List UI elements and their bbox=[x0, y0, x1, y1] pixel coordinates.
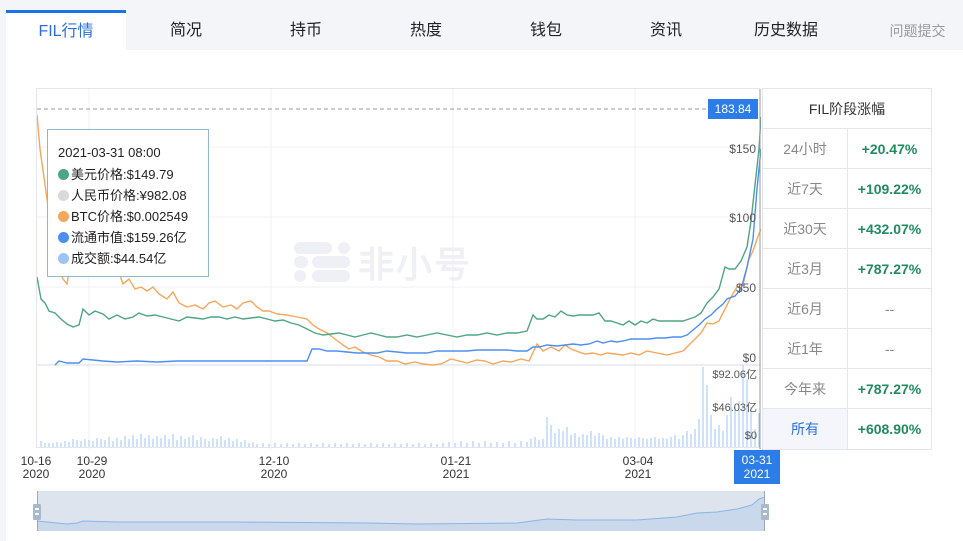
watermark: 非小号 bbox=[294, 236, 472, 288]
x-tick: 10-29 2020 bbox=[76, 454, 108, 481]
tooltip-row-usd: 美元价格:$149.79 bbox=[58, 164, 198, 185]
x-tick: 01-21 2021 bbox=[440, 454, 472, 481]
period-change-title: FIL阶段涨幅 bbox=[763, 89, 931, 129]
left-gutter bbox=[0, 50, 6, 541]
tab-bar: FIL行情 简况 持币 热度 钱包 资讯 历史数据 问题提交 bbox=[0, 0, 963, 50]
period-row-ytd[interactable]: 今年来 +787.27% bbox=[763, 369, 931, 409]
tab-fil-market[interactable]: FIL行情 bbox=[6, 10, 126, 50]
legend-dot-icon bbox=[58, 211, 69, 222]
vol-tick-max: $92.06亿 bbox=[712, 369, 757, 381]
period-row-3m[interactable]: 近3月 +787.27% bbox=[763, 249, 931, 289]
period-row-30d[interactable]: 近30天 +432.07% bbox=[763, 209, 931, 249]
crosshair-price-tag: 183.84 bbox=[708, 99, 758, 119]
legend-dot-icon bbox=[58, 190, 69, 201]
tab-wallet[interactable]: 钱包 bbox=[529, 22, 562, 39]
chart-canvas bbox=[37, 89, 761, 449]
tab-overview[interactable]: 简况 bbox=[169, 22, 202, 39]
period-row-7d[interactable]: 近7天 +109.22% bbox=[763, 169, 931, 209]
tooltip-row-volume: 成交额:$44.54亿 bbox=[58, 248, 198, 269]
x-tick: 10-16 2020 bbox=[20, 454, 52, 481]
y-tick-0: $0 bbox=[742, 351, 756, 365]
x-tick: 12-10 2020 bbox=[258, 454, 290, 481]
slider-right-handle[interactable] bbox=[761, 504, 769, 520]
legend-dot-icon bbox=[58, 169, 69, 180]
vol-tick-mid: $46.03亿 bbox=[712, 402, 757, 414]
legend-dot-icon bbox=[58, 232, 69, 243]
tooltip-date: 2021-03-31 08:00 bbox=[58, 145, 161, 160]
range-slider[interactable] bbox=[37, 491, 765, 531]
watermark-text: 非小号 bbox=[358, 244, 473, 285]
tooltip-row-cny: 人民币价格:¥982.08 bbox=[58, 185, 198, 206]
price-chart[interactable]: 非小号 bbox=[36, 88, 761, 449]
period-row-24h[interactable]: 24小时 +20.47% bbox=[763, 129, 931, 169]
y-tick-100: $100 bbox=[729, 211, 756, 225]
period-change-panel: FIL阶段涨幅 24小时 +20.47% 近7天 +109.22% 近30天 +432… bbox=[762, 88, 932, 450]
period-row-all[interactable]: 所有 +608.90% bbox=[763, 409, 931, 449]
period-row-6m[interactable]: 近6月 -- bbox=[763, 289, 931, 329]
legend-dot-icon bbox=[58, 253, 69, 264]
y-tick-50: $50 bbox=[735, 281, 756, 295]
watermark-logo-icon bbox=[294, 240, 352, 284]
y-tick-150: $150 bbox=[729, 142, 756, 156]
period-row-1y[interactable]: 近1年 -- bbox=[763, 329, 931, 369]
tooltip-row-btc: BTC价格:$0.002549 bbox=[58, 206, 198, 227]
x-tick: 03-04 2021 bbox=[622, 454, 654, 481]
slider-preview bbox=[37, 496, 765, 531]
crosshair-date-tag: 03-31 2021 bbox=[734, 450, 780, 484]
slider-left-handle[interactable] bbox=[33, 504, 41, 520]
tab-popularity[interactable]: 热度 bbox=[409, 22, 442, 39]
tab-history[interactable]: 历史数据 bbox=[753, 22, 818, 39]
tooltip-row-marketcap: 流通市值:$159.26亿 bbox=[58, 227, 198, 248]
tab-holdings[interactable]: 持币 bbox=[289, 22, 322, 39]
feedback-link[interactable]: 问题提交 bbox=[889, 23, 946, 39]
tab-news[interactable]: 资讯 bbox=[649, 22, 682, 39]
vol-tick-0: $0 bbox=[744, 430, 757, 442]
chart-tooltip: 2021-03-31 08:00 美元价格:$149.79 人民币价格:¥982… bbox=[47, 129, 209, 277]
